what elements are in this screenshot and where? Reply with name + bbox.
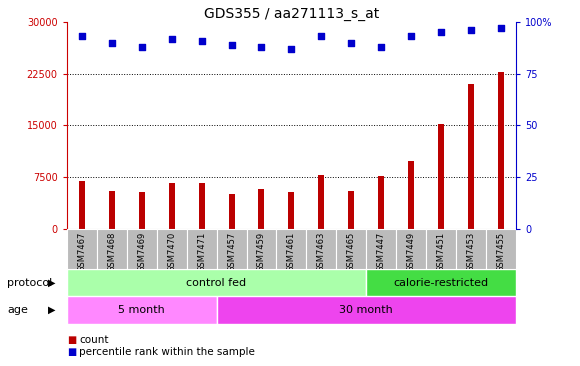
Point <box>287 46 296 52</box>
Text: GSM7447: GSM7447 <box>377 232 386 272</box>
Text: GSM7469: GSM7469 <box>137 232 146 272</box>
Bar <box>396 229 426 269</box>
Point <box>407 34 416 40</box>
Bar <box>306 229 336 269</box>
Text: GSM7467: GSM7467 <box>77 232 86 272</box>
Point <box>77 34 86 40</box>
Point <box>167 36 176 41</box>
Text: protocol: protocol <box>7 277 52 288</box>
Text: GSM7468: GSM7468 <box>107 232 116 272</box>
Bar <box>408 161 414 229</box>
Point <box>197 38 206 44</box>
Point <box>107 40 116 46</box>
Bar <box>378 176 385 229</box>
Text: control fed: control fed <box>187 278 246 288</box>
Text: 5 month: 5 month <box>118 305 165 315</box>
Bar <box>349 191 354 229</box>
Bar <box>157 229 187 269</box>
Bar <box>336 229 367 269</box>
Text: ■: ■ <box>67 335 76 345</box>
Text: ■: ■ <box>67 347 76 357</box>
Text: count: count <box>79 335 109 345</box>
Text: 30 month: 30 month <box>339 305 393 315</box>
Bar <box>498 72 504 229</box>
Bar <box>187 229 216 269</box>
Point <box>257 44 266 50</box>
Point <box>467 27 476 33</box>
Text: GSM7463: GSM7463 <box>317 232 326 272</box>
Bar <box>79 181 85 229</box>
Bar <box>169 183 175 229</box>
Text: ▶: ▶ <box>48 277 56 288</box>
Bar <box>456 229 486 269</box>
Text: GSM7471: GSM7471 <box>197 232 206 272</box>
Text: GSM7453: GSM7453 <box>467 232 476 272</box>
Bar <box>126 229 157 269</box>
Text: GSM7465: GSM7465 <box>347 232 356 272</box>
Bar <box>468 84 474 229</box>
Point <box>317 34 326 40</box>
Bar <box>229 194 234 229</box>
Bar <box>426 229 456 269</box>
Bar <box>486 229 516 269</box>
Bar <box>277 229 306 269</box>
Bar <box>318 175 324 229</box>
Bar <box>438 124 444 229</box>
Bar <box>259 190 264 229</box>
Bar <box>367 269 516 296</box>
Bar <box>97 229 126 269</box>
Point <box>437 29 446 35</box>
Point <box>347 40 356 46</box>
Bar <box>198 183 205 229</box>
Text: age: age <box>7 305 28 315</box>
Bar <box>67 229 97 269</box>
Point <box>496 25 506 31</box>
Text: GSM7455: GSM7455 <box>496 232 506 272</box>
Text: GSM7470: GSM7470 <box>167 232 176 272</box>
Bar <box>67 296 216 324</box>
Bar <box>67 269 367 296</box>
Text: GSM7461: GSM7461 <box>287 232 296 272</box>
Bar <box>288 192 295 229</box>
Title: GDS355 / aa271113_s_at: GDS355 / aa271113_s_at <box>204 7 379 21</box>
Point <box>377 44 386 50</box>
Bar <box>216 296 516 324</box>
Bar <box>216 229 246 269</box>
Bar <box>139 192 144 229</box>
Point <box>227 42 236 48</box>
Bar <box>367 229 396 269</box>
Text: GSM7449: GSM7449 <box>407 232 416 272</box>
Point <box>137 44 146 50</box>
Text: GSM7451: GSM7451 <box>437 232 446 272</box>
Text: percentile rank within the sample: percentile rank within the sample <box>79 347 255 357</box>
Bar <box>108 191 115 229</box>
Text: GSM7459: GSM7459 <box>257 232 266 272</box>
Text: ▶: ▶ <box>48 305 56 315</box>
Text: GSM7457: GSM7457 <box>227 232 236 272</box>
Text: calorie-restricted: calorie-restricted <box>394 278 489 288</box>
Bar <box>246 229 277 269</box>
